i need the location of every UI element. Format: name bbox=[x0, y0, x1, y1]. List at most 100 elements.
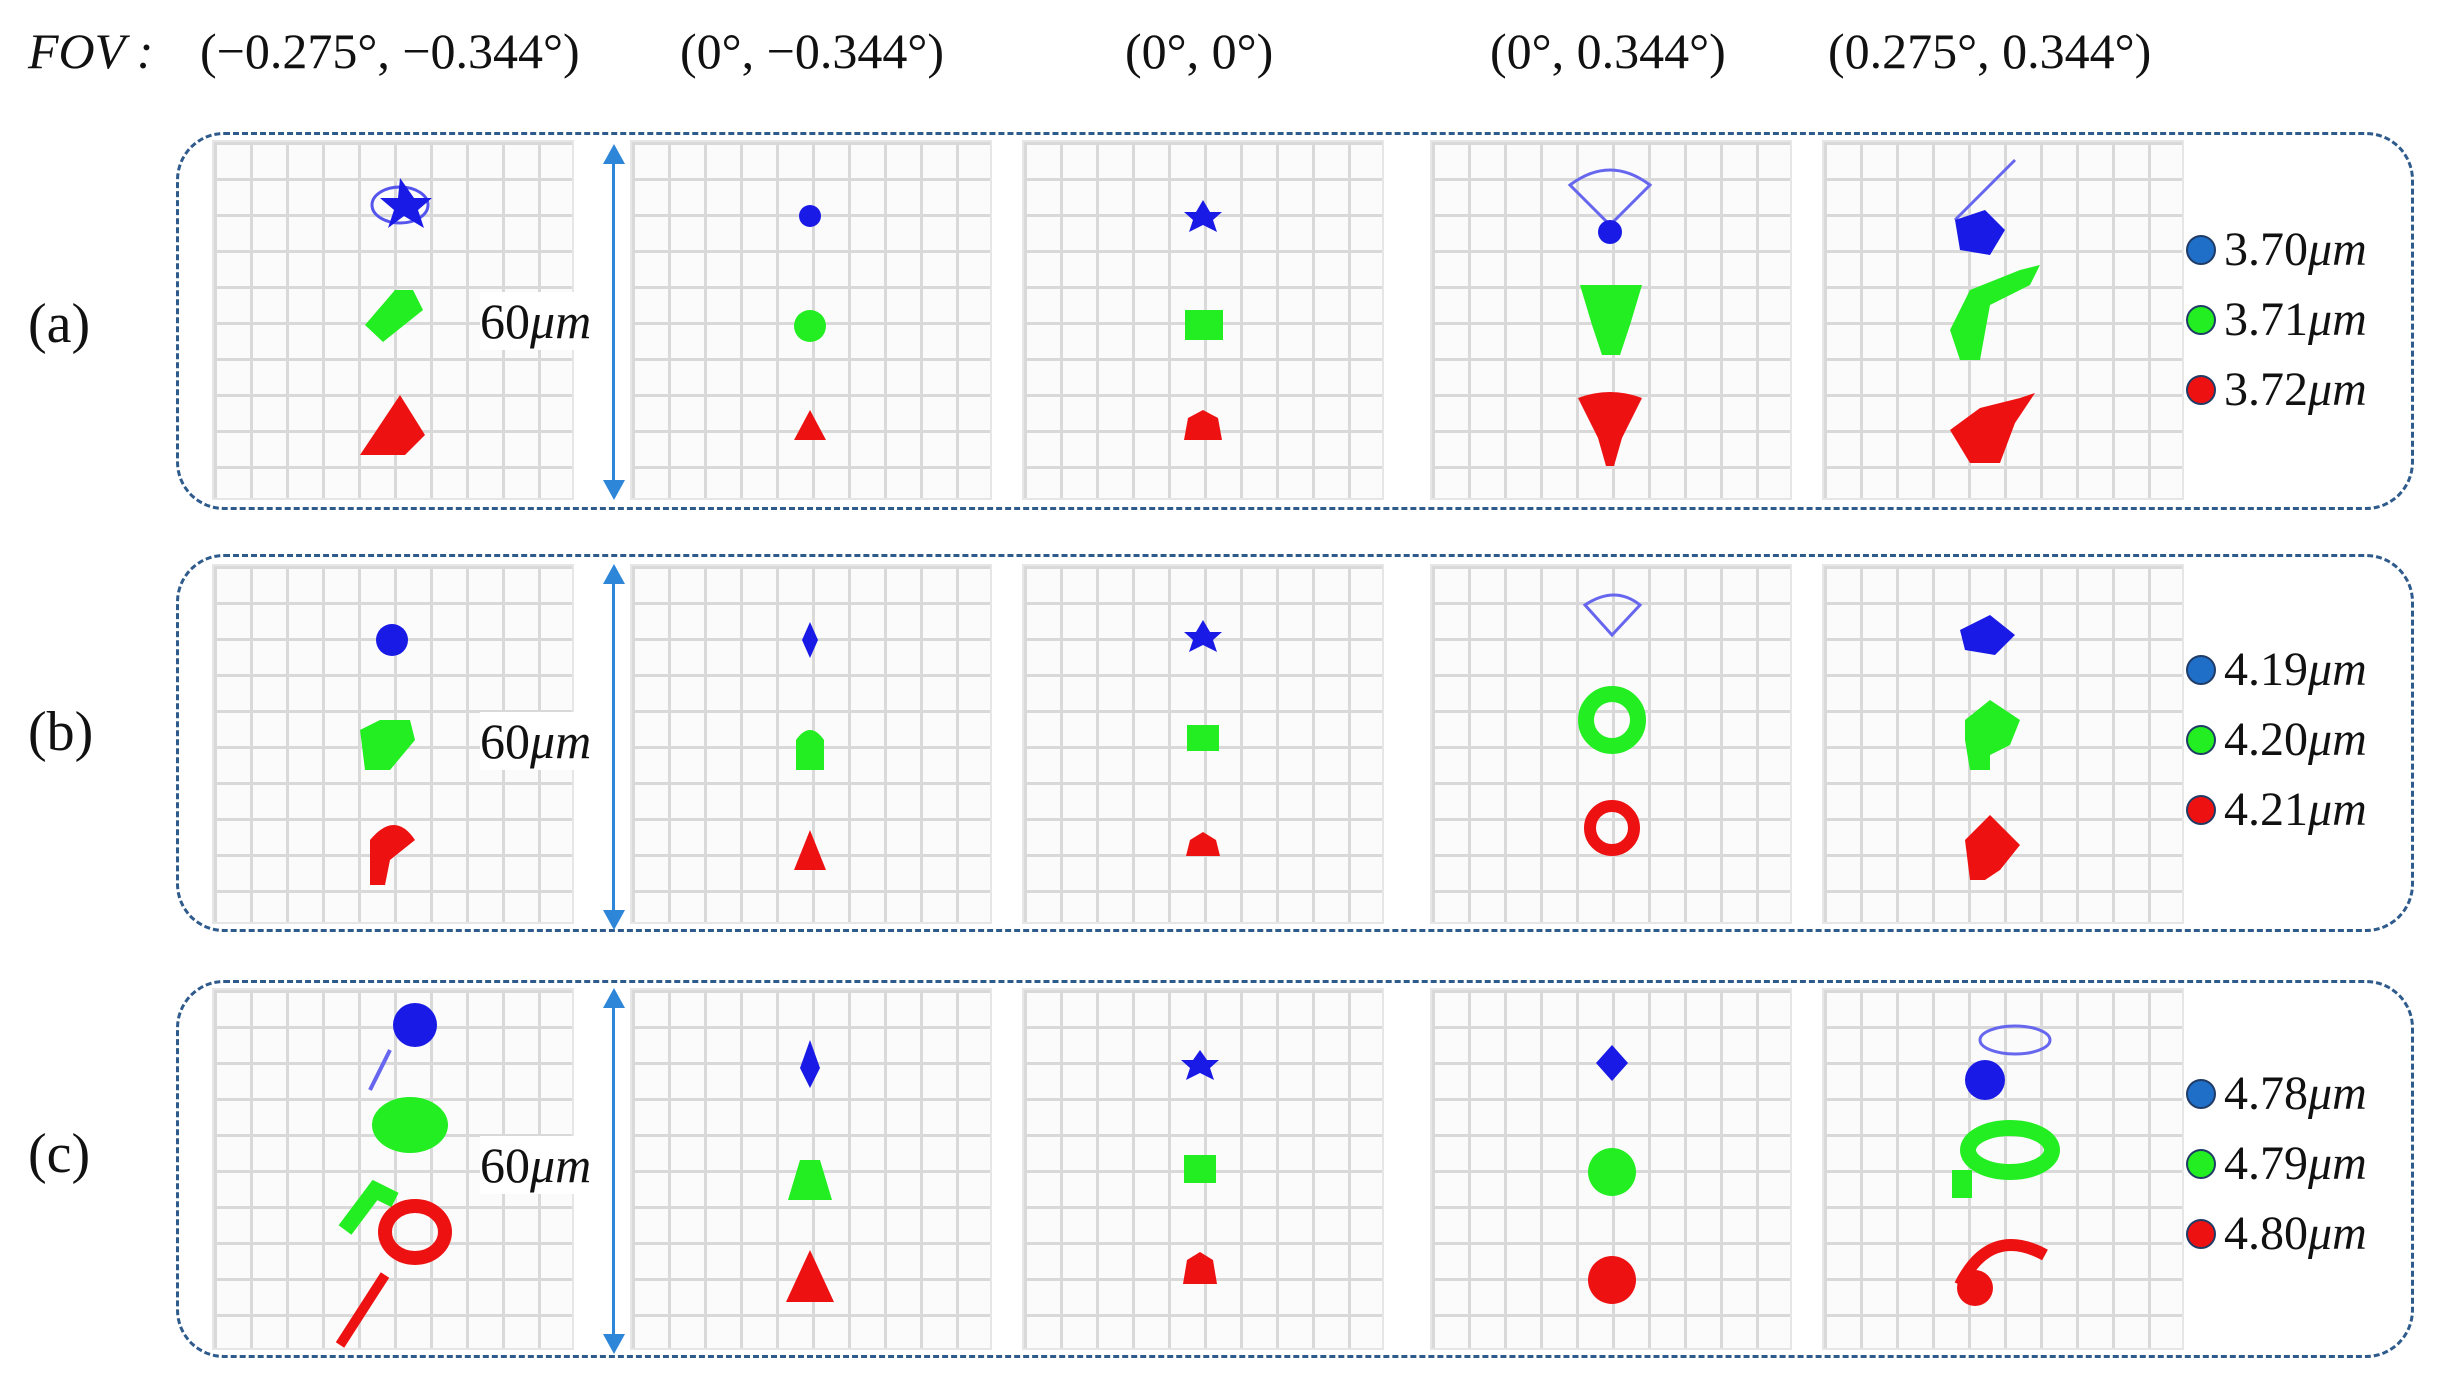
legend-item-a1: 3.70 μm bbox=[2186, 222, 2367, 277]
scale-arrow-up-icon bbox=[603, 144, 625, 164]
spot-green bbox=[1588, 1148, 1636, 1196]
spot-red bbox=[1578, 392, 1642, 466]
spot-green bbox=[788, 1160, 832, 1200]
spot-red bbox=[794, 830, 826, 870]
scale-arrow-down-icon bbox=[603, 910, 625, 930]
row-panel-c bbox=[176, 980, 2414, 1358]
spot-blue bbox=[1181, 1050, 1219, 1080]
spot-red bbox=[360, 395, 425, 455]
spot-blue bbox=[1598, 220, 1622, 244]
spot-diagram-b4 bbox=[1430, 564, 1792, 924]
spot-green bbox=[1950, 265, 2040, 360]
blue-dot-icon bbox=[2186, 1078, 2216, 1109]
green-dot-icon bbox=[2186, 1148, 2216, 1179]
fov-field-4: (0°, 0.344°) bbox=[1490, 23, 1726, 79]
spot-diagram-a2 bbox=[630, 140, 992, 500]
spot-green bbox=[794, 310, 826, 342]
scale-label-b: 60μm bbox=[480, 712, 592, 770]
blue-dot-icon bbox=[2186, 234, 2216, 265]
legend-item-b1: 4.19 μm bbox=[2186, 642, 2367, 697]
fov-field-5: (0.275°, 0.344°) bbox=[1828, 23, 2152, 79]
fov-field-3: (0°, 0°) bbox=[1125, 23, 1274, 79]
spot-green bbox=[1578, 686, 1646, 754]
spot-green bbox=[1185, 310, 1223, 340]
scale-bar-c bbox=[612, 1004, 615, 1336]
spot-green bbox=[338, 1179, 399, 1235]
spot-red bbox=[378, 1199, 452, 1265]
legend-item-c2: 4.79 μm bbox=[2186, 1136, 2367, 1191]
red-dot-icon bbox=[2186, 1218, 2216, 1249]
fov-field-1: (−0.275°, −0.344°) bbox=[200, 23, 580, 79]
legend-item-b3: 4.21 μm bbox=[2186, 782, 2367, 837]
spot-red bbox=[794, 410, 826, 440]
spot-green bbox=[1960, 1120, 2060, 1180]
scale-label-c: 60μm bbox=[480, 1136, 592, 1194]
spot-blue bbox=[1582, 593, 1643, 638]
scale-bar-a bbox=[612, 160, 615, 480]
legend-item-b2: 4.20 μm bbox=[2186, 712, 2367, 767]
spot-blue bbox=[1960, 615, 2015, 655]
spot-blue bbox=[1955, 210, 2005, 255]
fov-label: FOV : bbox=[28, 23, 154, 79]
spot-blue bbox=[376, 624, 408, 656]
spot-blue bbox=[1184, 620, 1222, 652]
spot-red bbox=[786, 1250, 834, 1302]
legend-item-a3: 3.72 μm bbox=[2186, 362, 2367, 417]
row-label-b: (b) bbox=[28, 701, 94, 763]
spot-blue bbox=[799, 205, 821, 227]
spot-blue bbox=[1596, 1045, 1628, 1081]
spot-red bbox=[1588, 1256, 1636, 1304]
red-dot-icon bbox=[2186, 374, 2216, 405]
spot-green bbox=[1965, 700, 2020, 770]
spot-red bbox=[1183, 1252, 1217, 1284]
legend-item-a2: 3.71 μm bbox=[2186, 292, 2367, 347]
green-dot-icon bbox=[2186, 724, 2216, 755]
spot-row-b bbox=[360, 593, 2020, 885]
scale-arrow-down-icon bbox=[603, 1334, 625, 1354]
spot-green bbox=[796, 730, 824, 770]
spot-red bbox=[1965, 815, 2020, 880]
fov-field-2: (0°, −0.344°) bbox=[680, 23, 944, 79]
spot-blue bbox=[1953, 158, 2017, 222]
spot-green bbox=[1580, 285, 1642, 355]
spot-green bbox=[1187, 725, 1219, 751]
spot-blue bbox=[800, 1040, 820, 1088]
spot-red bbox=[1184, 410, 1222, 440]
row-label-a: (a) bbox=[28, 293, 91, 355]
spot-blue bbox=[1978, 1024, 2052, 1056]
spot-green bbox=[365, 290, 423, 342]
scale-label-a: 60μm bbox=[480, 292, 592, 350]
green-dot-icon bbox=[2186, 304, 2216, 335]
spot-row-a bbox=[360, 158, 2040, 466]
scale-arrow-up-icon bbox=[603, 564, 625, 584]
legend-item-c3: 4.80 μm bbox=[2186, 1206, 2367, 1261]
spot-blue bbox=[1184, 200, 1222, 232]
spot-row-c bbox=[335, 1003, 2060, 1348]
spot-red bbox=[335, 1272, 390, 1348]
spot-blue bbox=[380, 178, 432, 228]
spot-blue bbox=[393, 1003, 437, 1047]
spot-blue bbox=[802, 622, 818, 658]
spot-red bbox=[1957, 1270, 1993, 1306]
spot-blue bbox=[1965, 1060, 2005, 1100]
spot-red bbox=[1950, 393, 2035, 463]
spot-green bbox=[1184, 1155, 1216, 1183]
scale-arrow-down-icon bbox=[603, 480, 625, 500]
spot-blue bbox=[1567, 168, 1653, 228]
row-panel-a bbox=[176, 132, 2414, 510]
spot-red bbox=[1186, 832, 1220, 856]
row-label-c: (c) bbox=[28, 1123, 91, 1185]
spot-green bbox=[372, 1097, 448, 1153]
spot-diagram-c3 bbox=[1022, 988, 1384, 1350]
spot-red bbox=[370, 825, 415, 885]
legend-item-c1: 4.78 μm bbox=[2186, 1066, 2367, 1121]
spot-green bbox=[360, 720, 415, 770]
red-dot-icon bbox=[2186, 794, 2216, 825]
blue-dot-icon bbox=[2186, 654, 2216, 685]
scale-arrow-up-icon bbox=[603, 988, 625, 1008]
spot-red bbox=[1584, 800, 1640, 856]
spot-diagram-c5 bbox=[1822, 988, 2184, 1350]
row-panel-b bbox=[176, 554, 2414, 932]
spot-blue bbox=[368, 1049, 392, 1091]
